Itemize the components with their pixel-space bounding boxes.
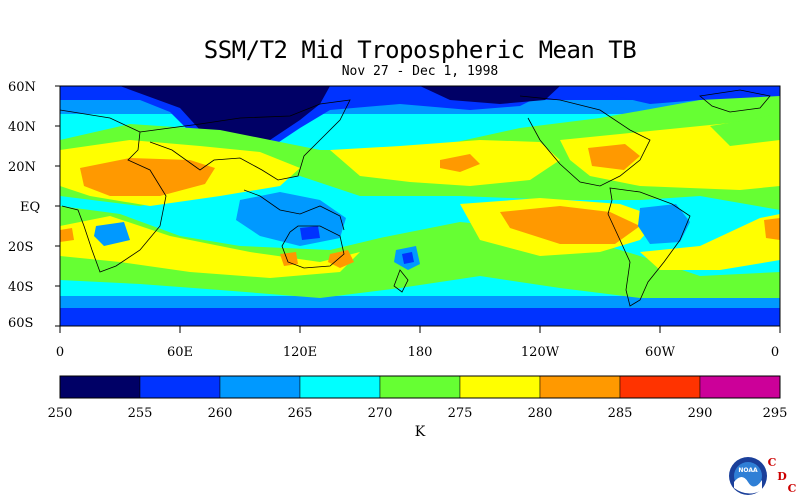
lat-label: 40S bbox=[8, 280, 34, 295]
lon-label: 0 bbox=[770, 345, 780, 360]
lon-label: 120W bbox=[520, 345, 560, 360]
map-subtitle: Nov 27 - Dec 1, 1998 bbox=[341, 64, 499, 79]
colorbar-swatch bbox=[59, 375, 141, 399]
colorbar-swatch bbox=[699, 375, 781, 399]
lon-label: 60W bbox=[645, 345, 675, 360]
lon-label: 180 bbox=[407, 345, 433, 360]
lat-label: 40N bbox=[8, 120, 36, 135]
logo-letter: D bbox=[777, 470, 787, 483]
latitude-ticks bbox=[55, 85, 60, 327]
logo-letter: C bbox=[768, 456, 777, 469]
colorbar-tick-label: 260 bbox=[207, 406, 233, 421]
lat-label: 20S bbox=[8, 240, 34, 255]
colorbar-tick-label: 265 bbox=[287, 406, 313, 421]
temperature-field bbox=[60, 86, 780, 326]
lat-label: 20N bbox=[8, 160, 36, 175]
colorbar-swatch bbox=[219, 375, 301, 399]
lon-label: 0 bbox=[55, 345, 65, 360]
colorbar-swatch bbox=[299, 375, 381, 399]
noaa-logo: NOAA C D C bbox=[729, 456, 797, 495]
colorbar-tick-label: 280 bbox=[527, 406, 553, 421]
colorbar-tick-label: 250 bbox=[47, 406, 73, 421]
colorbar-tick-label: 255 bbox=[127, 406, 153, 421]
colorbar-tick-label: 270 bbox=[367, 406, 393, 421]
colorbar-tick-label: 290 bbox=[687, 406, 713, 421]
logo-letter: C bbox=[788, 482, 797, 495]
lat-label: 60S bbox=[8, 316, 34, 331]
colorbar-swatch bbox=[379, 375, 461, 399]
colorbar-tick-label: 275 bbox=[447, 406, 473, 421]
lon-label: 120E bbox=[282, 345, 318, 360]
lat-label: EQ bbox=[20, 200, 41, 215]
colorbar-tick-label: 295 bbox=[762, 406, 788, 421]
colorbar-swatch bbox=[459, 375, 541, 399]
colorbar-swatch bbox=[619, 375, 701, 399]
lon-label: 60E bbox=[166, 345, 194, 360]
colorbar-swatch bbox=[139, 375, 221, 399]
lat-label: 60N bbox=[8, 80, 36, 95]
colorbar-tick-label: 285 bbox=[607, 406, 633, 421]
colorbar-frame bbox=[59, 375, 781, 399]
longitude-ticks bbox=[59, 326, 781, 333]
map-title: SSM/T2 Mid Tropospheric Mean TB bbox=[203, 36, 637, 64]
colorbar bbox=[59, 375, 781, 399]
colorbar-units: K bbox=[414, 424, 426, 440]
continent-outlines bbox=[60, 89, 771, 307]
colorbar-swatch bbox=[539, 375, 621, 399]
svg-text:NOAA: NOAA bbox=[738, 467, 758, 474]
